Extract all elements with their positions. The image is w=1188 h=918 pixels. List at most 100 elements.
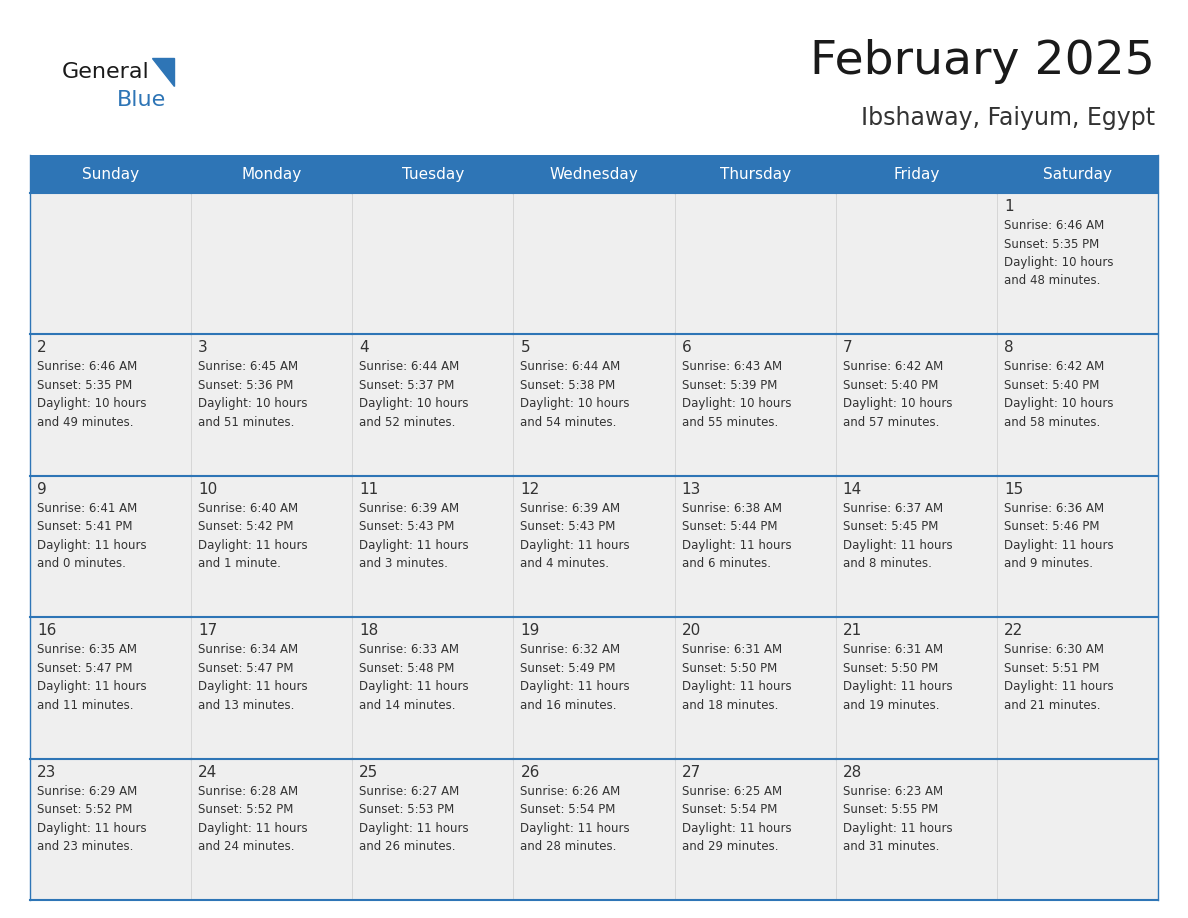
Bar: [191, 193, 353, 334]
Polygon shape: [152, 58, 173, 86]
Text: and 55 minutes.: and 55 minutes.: [682, 416, 778, 429]
Text: and 9 minutes.: and 9 minutes.: [1004, 557, 1093, 570]
Text: Sunset: 5:45 PM: Sunset: 5:45 PM: [842, 521, 939, 533]
Text: Sunset: 5:49 PM: Sunset: 5:49 PM: [520, 662, 615, 675]
Bar: [191, 476, 353, 617]
Text: Wednesday: Wednesday: [550, 166, 638, 182]
Text: Daylight: 10 hours: Daylight: 10 hours: [198, 397, 308, 410]
Text: 9: 9: [37, 482, 46, 497]
Text: Sunrise: 6:39 AM: Sunrise: 6:39 AM: [520, 502, 620, 515]
Text: Daylight: 11 hours: Daylight: 11 hours: [842, 539, 953, 552]
Text: Daylight: 11 hours: Daylight: 11 hours: [359, 539, 469, 552]
Text: and 6 minutes.: and 6 minutes.: [682, 557, 771, 570]
Text: and 57 minutes.: and 57 minutes.: [842, 416, 939, 429]
Bar: [675, 334, 835, 476]
Bar: [513, 617, 675, 758]
Text: 1: 1: [1004, 199, 1013, 214]
Text: Daylight: 11 hours: Daylight: 11 hours: [682, 822, 791, 834]
Text: 14: 14: [842, 482, 862, 497]
Bar: [30, 617, 191, 758]
Text: Sunset: 5:37 PM: Sunset: 5:37 PM: [359, 379, 455, 392]
Bar: [30, 476, 191, 617]
Bar: [675, 617, 835, 758]
Bar: [191, 758, 353, 900]
Text: Daylight: 11 hours: Daylight: 11 hours: [520, 822, 630, 834]
Text: Sunrise: 6:31 AM: Sunrise: 6:31 AM: [682, 644, 782, 656]
Text: Sunset: 5:35 PM: Sunset: 5:35 PM: [37, 379, 132, 392]
Bar: [191, 617, 353, 758]
Text: Sunrise: 6:35 AM: Sunrise: 6:35 AM: [37, 644, 137, 656]
Bar: [353, 334, 513, 476]
Text: Sunset: 5:54 PM: Sunset: 5:54 PM: [520, 803, 615, 816]
Text: Sunset: 5:38 PM: Sunset: 5:38 PM: [520, 379, 615, 392]
Text: and 51 minutes.: and 51 minutes.: [198, 416, 295, 429]
Text: Sunrise: 6:34 AM: Sunrise: 6:34 AM: [198, 644, 298, 656]
Text: Sunrise: 6:39 AM: Sunrise: 6:39 AM: [359, 502, 460, 515]
Text: Sunset: 5:40 PM: Sunset: 5:40 PM: [842, 379, 939, 392]
Text: Monday: Monday: [241, 166, 302, 182]
Text: Sunset: 5:52 PM: Sunset: 5:52 PM: [198, 803, 293, 816]
Text: Sunset: 5:48 PM: Sunset: 5:48 PM: [359, 662, 455, 675]
Text: Sunrise: 6:41 AM: Sunrise: 6:41 AM: [37, 502, 138, 515]
Text: 23: 23: [37, 765, 56, 779]
Text: Saturday: Saturday: [1043, 166, 1112, 182]
Text: Sunset: 5:35 PM: Sunset: 5:35 PM: [1004, 238, 1099, 251]
Bar: [191, 334, 353, 476]
Text: Sunrise: 6:43 AM: Sunrise: 6:43 AM: [682, 361, 782, 374]
Text: 28: 28: [842, 765, 862, 779]
Bar: [675, 476, 835, 617]
Text: and 14 minutes.: and 14 minutes.: [359, 699, 456, 711]
Text: Sunset: 5:54 PM: Sunset: 5:54 PM: [682, 803, 777, 816]
Bar: [30, 758, 191, 900]
Text: 10: 10: [198, 482, 217, 497]
Text: and 8 minutes.: and 8 minutes.: [842, 557, 931, 570]
Bar: [997, 193, 1158, 334]
Text: Daylight: 11 hours: Daylight: 11 hours: [37, 680, 146, 693]
Text: and 58 minutes.: and 58 minutes.: [1004, 416, 1100, 429]
Text: Sunrise: 6:23 AM: Sunrise: 6:23 AM: [842, 785, 943, 798]
Text: Sunset: 5:46 PM: Sunset: 5:46 PM: [1004, 521, 1099, 533]
Bar: [513, 155, 675, 193]
Text: Daylight: 11 hours: Daylight: 11 hours: [1004, 680, 1113, 693]
Text: Daylight: 11 hours: Daylight: 11 hours: [37, 822, 146, 834]
Text: 13: 13: [682, 482, 701, 497]
Bar: [835, 617, 997, 758]
Text: 12: 12: [520, 482, 539, 497]
Text: and 48 minutes.: and 48 minutes.: [1004, 274, 1100, 287]
Text: Friday: Friday: [893, 166, 940, 182]
Text: Daylight: 11 hours: Daylight: 11 hours: [1004, 539, 1113, 552]
Bar: [675, 155, 835, 193]
Text: and 23 minutes.: and 23 minutes.: [37, 840, 133, 853]
Text: 19: 19: [520, 623, 539, 638]
Text: and 31 minutes.: and 31 minutes.: [842, 840, 939, 853]
Text: Sunset: 5:40 PM: Sunset: 5:40 PM: [1004, 379, 1099, 392]
Text: Sunset: 5:39 PM: Sunset: 5:39 PM: [682, 379, 777, 392]
Text: Blue: Blue: [116, 90, 166, 110]
Text: 7: 7: [842, 341, 852, 355]
Text: Daylight: 11 hours: Daylight: 11 hours: [198, 539, 308, 552]
Text: Daylight: 11 hours: Daylight: 11 hours: [520, 539, 630, 552]
Text: 16: 16: [37, 623, 56, 638]
Text: 27: 27: [682, 765, 701, 779]
Bar: [997, 617, 1158, 758]
Text: Sunrise: 6:27 AM: Sunrise: 6:27 AM: [359, 785, 460, 798]
Text: Sunrise: 6:45 AM: Sunrise: 6:45 AM: [198, 361, 298, 374]
Text: Sunset: 5:53 PM: Sunset: 5:53 PM: [359, 803, 455, 816]
Text: and 26 minutes.: and 26 minutes.: [359, 840, 456, 853]
Bar: [353, 155, 513, 193]
Bar: [191, 155, 353, 193]
Bar: [513, 193, 675, 334]
Text: Sunset: 5:43 PM: Sunset: 5:43 PM: [359, 521, 455, 533]
Text: Sunrise: 6:30 AM: Sunrise: 6:30 AM: [1004, 644, 1104, 656]
Text: Daylight: 11 hours: Daylight: 11 hours: [359, 680, 469, 693]
Text: Sunrise: 6:38 AM: Sunrise: 6:38 AM: [682, 502, 782, 515]
Text: Sunrise: 6:46 AM: Sunrise: 6:46 AM: [1004, 219, 1104, 232]
Text: and 21 minutes.: and 21 minutes.: [1004, 699, 1100, 711]
Text: Sunset: 5:36 PM: Sunset: 5:36 PM: [198, 379, 293, 392]
Text: Sunrise: 6:42 AM: Sunrise: 6:42 AM: [1004, 361, 1104, 374]
Text: Sunrise: 6:37 AM: Sunrise: 6:37 AM: [842, 502, 943, 515]
Text: February 2025: February 2025: [810, 39, 1155, 84]
Text: Daylight: 11 hours: Daylight: 11 hours: [842, 822, 953, 834]
Text: 21: 21: [842, 623, 862, 638]
Bar: [30, 334, 191, 476]
